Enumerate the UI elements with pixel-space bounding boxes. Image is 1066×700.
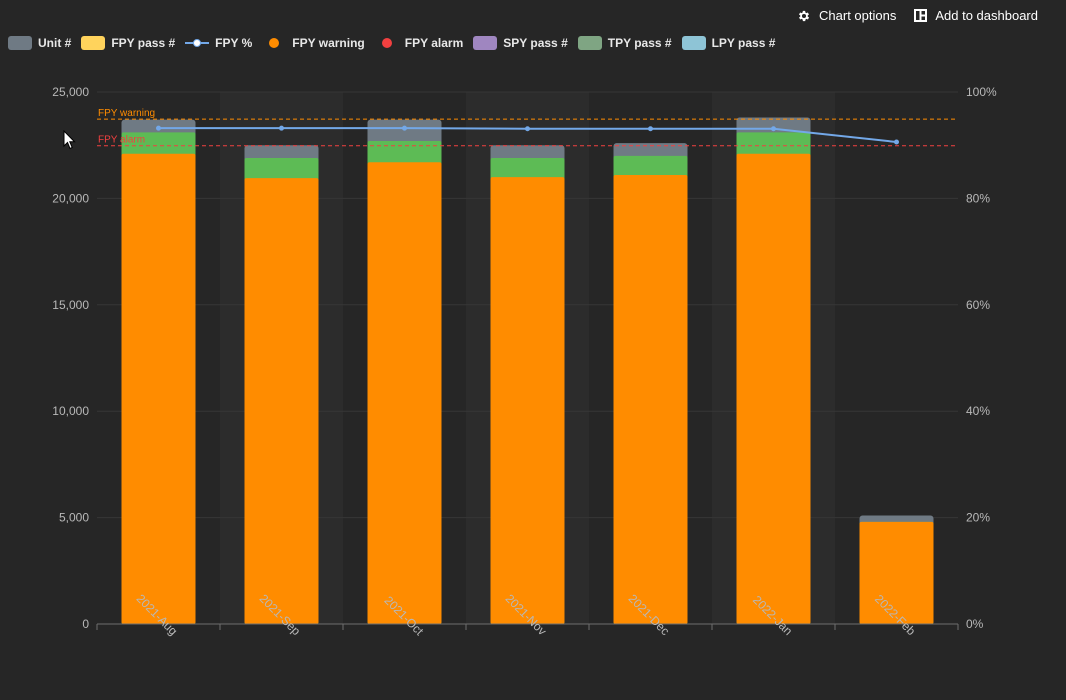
fpy-percent-point: [648, 126, 653, 132]
legend-item-tpy-pass[interactable]: TPY pass #: [577, 36, 672, 50]
legend-swatch: [473, 36, 498, 50]
y-right-tick-label: 80%: [966, 191, 990, 205]
legend-item-fpy-pass[interactable]: FPY pass #: [81, 36, 175, 50]
legend-label: FPY pass #: [111, 36, 176, 50]
legend-swatch: [577, 36, 602, 50]
legend-item-fpy-warning[interactable]: FPY warning: [262, 36, 365, 50]
legend-item-lpy-pass[interactable]: LPY pass #: [681, 36, 776, 50]
add-to-dashboard-label: Add to dashboard: [935, 8, 1038, 23]
y-left-tick-label: 20,000: [52, 191, 89, 205]
y-right-tick-label: 100%: [966, 85, 997, 99]
bar-fpy-pass: [121, 153, 196, 624]
fpy-line: [156, 125, 899, 145]
legend-swatch: [681, 36, 706, 50]
legend-label: LPY pass #: [711, 36, 776, 50]
chart-options-label: Chart options: [819, 8, 897, 23]
y-left-tick-label: 0: [82, 617, 89, 631]
legend-label: TPY pass #: [607, 36, 672, 50]
fpy-percent-point: [771, 126, 776, 132]
y-left-tick-label: 5,000: [59, 511, 89, 525]
bar-fpy-pass: [613, 174, 688, 624]
legend-label: FPY %: [215, 36, 253, 50]
mouse-cursor-icon: [63, 130, 76, 150]
add-to-dashboard-button[interactable]: Add to dashboard: [914, 6, 1038, 25]
fpy-percent-point: [279, 125, 284, 131]
legend-swatch: [81, 36, 106, 50]
fpy-percent-point: [402, 125, 407, 131]
fpy-percent-point: [525, 126, 530, 132]
bar-fpy-pass: [490, 177, 565, 624]
legend-label: Unit #: [38, 36, 72, 50]
legend-label: FPY warning: [292, 36, 365, 50]
y-left-tick-label: 15,000: [52, 298, 89, 312]
y-right-tick-label: 0%: [966, 617, 984, 631]
bar-fpy-pass: [367, 162, 442, 624]
legend-swatch: [8, 36, 32, 50]
gear-icon: [799, 10, 810, 21]
bar-fpy-pass: [244, 178, 319, 624]
dashboard-icon: [914, 9, 928, 22]
y-left-tick-label: 10,000: [52, 404, 89, 418]
bar-fpy-pass: [859, 521, 934, 624]
y-right-tick-label: 60%: [966, 298, 990, 312]
legend-item-fpy-percent[interactable]: FPY %: [185, 36, 252, 50]
threshold-label: FPY warning: [98, 108, 155, 119]
legend-label: SPY pass #: [503, 36, 568, 50]
y-right-tick-label: 40%: [966, 404, 990, 418]
legend-dot-swatch: [381, 38, 392, 48]
legend-label: FPY alarm: [404, 36, 464, 50]
legend-line-swatch: [185, 36, 210, 50]
legend-dot-swatch: [269, 38, 280, 48]
threshold-lines: FPY warning FPY alarm: [97, 108, 958, 147]
legend-item-unit[interactable]: Unit #: [8, 36, 71, 50]
legend-item-spy-pass[interactable]: SPY pass #: [473, 36, 568, 50]
fpy-percent-point: [156, 125, 161, 131]
y-right-tick-label: 20%: [966, 511, 990, 525]
chart-legend: Unit # FPY pass # FPY % FPY warning FPY …: [8, 36, 775, 50]
chart-toolbar: Chart options Add to dashboard: [797, 6, 1038, 25]
legend-item-fpy-alarm[interactable]: FPY alarm: [375, 36, 463, 50]
bars: [121, 117, 934, 624]
bar-fpy-pass: [736, 153, 811, 624]
y-left-tick-label: 25,000: [52, 85, 89, 99]
threshold-label: FPY alarm: [98, 135, 145, 146]
chart-options-button[interactable]: Chart options: [797, 6, 896, 25]
fpy-percent-point: [894, 139, 899, 145]
